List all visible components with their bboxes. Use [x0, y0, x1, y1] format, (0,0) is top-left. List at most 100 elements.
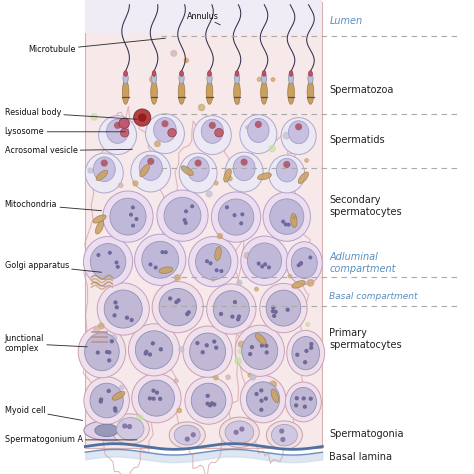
Circle shape — [214, 181, 218, 185]
Circle shape — [155, 266, 157, 269]
Ellipse shape — [84, 377, 129, 424]
Ellipse shape — [159, 267, 173, 273]
Text: Spermatids: Spermatids — [329, 135, 385, 145]
Circle shape — [148, 158, 154, 164]
Ellipse shape — [224, 169, 231, 182]
Ellipse shape — [289, 71, 293, 76]
Circle shape — [260, 389, 263, 392]
Ellipse shape — [241, 236, 288, 285]
Text: Lumen: Lumen — [329, 16, 363, 27]
Ellipse shape — [272, 425, 297, 446]
Circle shape — [161, 251, 164, 254]
Circle shape — [137, 415, 143, 421]
Text: Spermatogonium A: Spermatogonium A — [5, 436, 137, 444]
Circle shape — [213, 340, 216, 343]
Circle shape — [99, 323, 104, 329]
Circle shape — [218, 234, 222, 238]
Circle shape — [255, 287, 258, 291]
Circle shape — [110, 340, 113, 343]
Circle shape — [120, 128, 129, 137]
Circle shape — [206, 402, 209, 405]
Circle shape — [226, 375, 230, 379]
Circle shape — [248, 374, 252, 377]
Ellipse shape — [146, 114, 184, 154]
Ellipse shape — [215, 246, 221, 261]
Circle shape — [283, 132, 290, 139]
Circle shape — [195, 160, 201, 166]
Circle shape — [270, 381, 276, 388]
Circle shape — [235, 358, 242, 365]
Circle shape — [145, 350, 148, 353]
Ellipse shape — [292, 248, 317, 278]
Circle shape — [183, 219, 186, 221]
Ellipse shape — [234, 73, 239, 84]
Circle shape — [246, 126, 249, 129]
Circle shape — [237, 315, 240, 318]
Circle shape — [195, 345, 199, 349]
Text: Adluminal
compartment: Adluminal compartment — [329, 252, 396, 274]
Ellipse shape — [286, 242, 322, 284]
Circle shape — [114, 407, 117, 410]
Ellipse shape — [179, 73, 184, 84]
Text: Annulus: Annulus — [187, 12, 220, 25]
Ellipse shape — [185, 377, 232, 424]
Ellipse shape — [152, 282, 203, 333]
Circle shape — [219, 312, 222, 315]
Ellipse shape — [308, 73, 313, 84]
Circle shape — [177, 408, 182, 412]
Ellipse shape — [269, 155, 305, 193]
Circle shape — [206, 191, 212, 197]
Ellipse shape — [309, 71, 312, 76]
Ellipse shape — [240, 115, 277, 154]
Text: Mitochondria: Mitochondria — [5, 201, 101, 211]
Ellipse shape — [287, 330, 325, 376]
Circle shape — [241, 159, 247, 165]
Circle shape — [138, 113, 146, 122]
Circle shape — [148, 353, 151, 356]
Circle shape — [260, 399, 263, 402]
Circle shape — [234, 430, 238, 434]
Circle shape — [123, 424, 127, 428]
Ellipse shape — [257, 173, 272, 180]
Circle shape — [209, 404, 211, 407]
Ellipse shape — [178, 81, 185, 104]
Ellipse shape — [181, 166, 193, 175]
Circle shape — [220, 270, 223, 273]
Circle shape — [310, 397, 312, 400]
Ellipse shape — [93, 215, 106, 223]
Ellipse shape — [190, 333, 226, 370]
Ellipse shape — [289, 121, 309, 144]
Text: Golgi apparatus: Golgi apparatus — [5, 261, 101, 272]
Ellipse shape — [169, 422, 205, 448]
Circle shape — [211, 276, 215, 281]
Circle shape — [97, 254, 100, 256]
Circle shape — [281, 438, 285, 441]
Circle shape — [88, 168, 93, 173]
Circle shape — [310, 346, 313, 349]
Circle shape — [233, 214, 236, 217]
Ellipse shape — [196, 244, 231, 280]
Circle shape — [184, 221, 187, 224]
Circle shape — [130, 213, 132, 216]
FancyBboxPatch shape — [85, 2, 322, 448]
Circle shape — [268, 266, 270, 269]
Ellipse shape — [213, 291, 249, 328]
Ellipse shape — [255, 333, 266, 345]
Circle shape — [303, 405, 306, 408]
Ellipse shape — [225, 152, 263, 192]
Circle shape — [250, 346, 253, 348]
Circle shape — [199, 104, 205, 110]
Ellipse shape — [159, 289, 196, 326]
Circle shape — [240, 427, 244, 431]
Circle shape — [296, 353, 299, 356]
Circle shape — [108, 351, 111, 354]
Circle shape — [96, 351, 99, 354]
Text: Secondary
spermatocytes: Secondary spermatocytes — [329, 195, 402, 217]
Circle shape — [186, 313, 189, 316]
Ellipse shape — [90, 383, 123, 418]
Ellipse shape — [208, 71, 211, 76]
Circle shape — [273, 314, 275, 317]
Ellipse shape — [233, 156, 255, 181]
Circle shape — [241, 213, 244, 216]
Ellipse shape — [142, 241, 179, 278]
